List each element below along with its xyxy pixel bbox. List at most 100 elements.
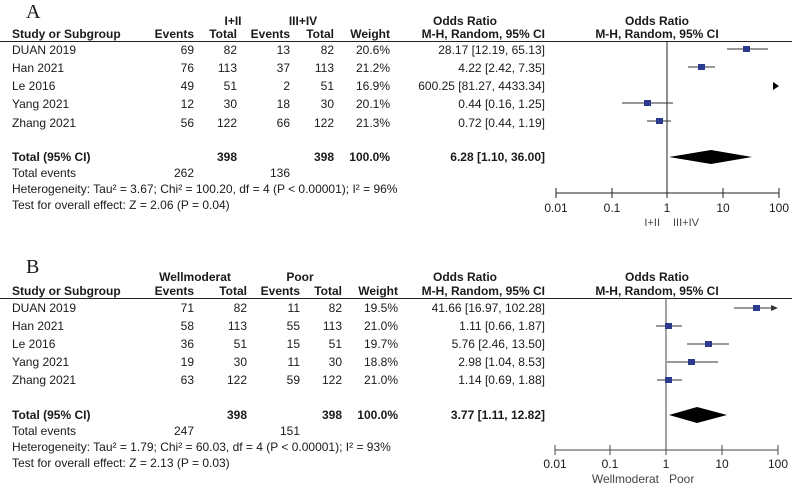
study-marker — [734, 305, 778, 311]
forest-plot-b — [554, 298, 779, 455]
overall-effect-text: Test for overall effect: Z = 2.06 (P = 0… — [12, 198, 230, 212]
weight: 21.3% — [355, 116, 390, 130]
forest-panel-b: B Wellmoderat Poor Odds Ratio Odds Ratio… — [0, 256, 792, 488]
tick-label: 0.1 — [601, 457, 619, 471]
weight: 19.5% — [363, 301, 398, 315]
events1: 56 — [180, 116, 194, 130]
group2-header: Poor — [286, 270, 314, 284]
or-ci: 600.25 [81.27, 4433.34] — [418, 79, 545, 93]
plot-method-header: M-H, Random, 95% CI — [595, 27, 719, 41]
header-rule — [0, 41, 792, 42]
study-marker — [656, 323, 682, 329]
total1: 122 — [216, 116, 237, 130]
events1: 36 — [180, 337, 194, 351]
events2: 11 — [287, 355, 300, 369]
events1: 12 — [180, 97, 194, 111]
forest-panel-a: A I+II III+IV Odds Ratio Odds Ratio Stud… — [0, 2, 792, 229]
events2: 66 — [276, 116, 290, 130]
total1: 113 — [217, 61, 237, 75]
total2: 82 — [320, 43, 334, 57]
study-marker — [667, 359, 718, 365]
total-or-ci: 6.28 [1.10, 36.00] — [450, 150, 545, 164]
study-name: Han 2021 — [12, 319, 65, 333]
events2: 13 — [276, 43, 290, 57]
study-name: DUAN 2019 — [12, 301, 77, 315]
favours-right: III+IV — [673, 217, 699, 229]
tick-label: 1 — [663, 201, 671, 215]
or-ci: 0.44 [0.16, 1.25] — [458, 97, 545, 111]
summary-diamond — [669, 150, 752, 164]
total-or-ci: 3.77 [1.11, 12.82] — [450, 408, 545, 422]
study-header: Study or Subgroup — [12, 27, 121, 41]
plot-or-title: Odds Ratio — [624, 14, 689, 28]
or-ci: 41.66 [16.97, 102.28] — [431, 301, 545, 315]
heterogeneity-text: Heterogeneity: Tau² = 3.67; Chi² = 100.2… — [12, 182, 398, 196]
tick-label: 0.01 — [544, 201, 568, 215]
offscale-arrow-icon — [773, 82, 779, 90]
events1: 69 — [180, 43, 194, 57]
total2: 122 — [321, 373, 342, 387]
total2: 398 — [313, 150, 334, 164]
weight: 18.8% — [363, 355, 398, 369]
plot-or-title: Odds Ratio — [624, 270, 689, 284]
total1: 30 — [223, 97, 237, 111]
favours-left: Wellmoderat — [591, 472, 659, 486]
total2: 113 — [314, 61, 334, 75]
events2: 55 — [286, 319, 300, 333]
events2: 59 — [286, 373, 300, 387]
total-label: Total (95% CI) — [12, 408, 91, 422]
study-marker — [687, 341, 729, 347]
events1: 19 — [180, 355, 194, 369]
weight: 19.7% — [363, 337, 398, 351]
or-ci: 1.14 [0.69, 1.88] — [458, 373, 545, 387]
or-ci: 1.11 [0.66, 1.87] — [459, 319, 545, 333]
group1-header: Wellmoderat — [159, 270, 231, 284]
summary-diamond — [669, 407, 727, 423]
tick-label: 0.1 — [603, 201, 621, 215]
tick-label: 10 — [715, 457, 729, 471]
study-header: Study or Subgroup — [12, 284, 121, 298]
or-method-header: M-H, Random, 95% CI — [421, 284, 545, 298]
events1-header: Events — [154, 27, 194, 41]
study-name: Han 2021 — [12, 61, 65, 75]
total2: 398 — [321, 408, 342, 422]
events2: 18 — [276, 97, 290, 111]
total1: 398 — [226, 408, 247, 422]
total-events-label: Total events — [12, 424, 77, 438]
forest-plot-a — [555, 41, 780, 198]
study-name: Zhang 2021 — [12, 116, 77, 130]
study-name: Le 2016 — [12, 79, 56, 93]
study-name: Zhang 2021 — [12, 373, 77, 387]
study-marker — [622, 100, 673, 106]
or-title: Odds Ratio — [432, 270, 497, 284]
total-events-label: Total events — [12, 166, 77, 180]
weight-header: Weight — [350, 27, 390, 41]
study-name: Yang 2021 — [12, 97, 70, 111]
tick-label: 100 — [767, 457, 789, 471]
study-marker — [727, 46, 768, 52]
total2: 30 — [320, 97, 334, 111]
study-marker — [688, 64, 715, 70]
group2-header: III+IV — [288, 14, 318, 28]
total1: 51 — [233, 337, 247, 351]
total1: 30 — [233, 355, 247, 369]
study-name: DUAN 2019 — [12, 43, 77, 57]
total2: 82 — [328, 301, 342, 315]
or-ci: 2.98 [1.04, 8.53] — [458, 355, 545, 369]
weight: 21.0% — [363, 319, 398, 333]
events2-header: Events — [250, 27, 290, 41]
weight: 20.6% — [355, 43, 390, 57]
total1: 113 — [227, 319, 247, 333]
favours-left: I+II — [644, 217, 660, 229]
weight: 21.0% — [363, 373, 398, 387]
events2-header: Events — [260, 284, 300, 298]
total1: 82 — [233, 301, 247, 315]
events1: 63 — [180, 373, 194, 387]
study-name: Yang 2021 — [12, 355, 70, 369]
events2: 37 — [276, 61, 290, 75]
events1: 49 — [180, 79, 194, 93]
events2: 11 — [287, 301, 300, 315]
events1: 76 — [180, 61, 194, 75]
study-name: Le 2016 — [12, 337, 56, 351]
or-ci: 5.76 [2.46, 13.50] — [451, 337, 545, 351]
